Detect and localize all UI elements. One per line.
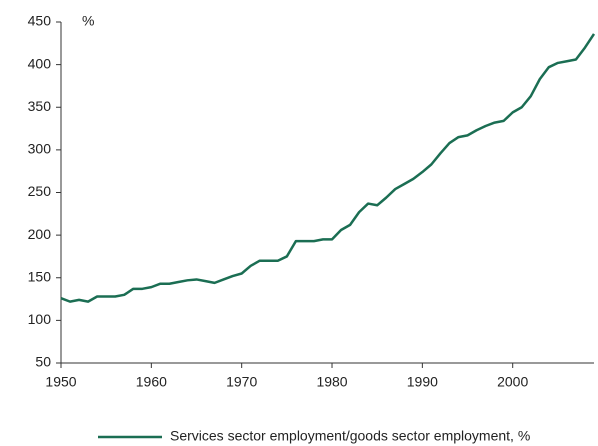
x-tick-label: 1990: [407, 374, 438, 390]
x-tick-label: 1970: [226, 374, 257, 390]
y-tick-label: 400: [28, 55, 52, 71]
x-tick-label: 1950: [45, 374, 76, 390]
x-tick-label: 1980: [316, 374, 347, 390]
x-tick-label: 2000: [497, 374, 528, 390]
y-tick-label: 100: [28, 311, 52, 327]
y-tick-label: 250: [28, 183, 52, 199]
y-tick-label: 200: [28, 226, 52, 242]
y-tick-label: 300: [28, 141, 52, 157]
y-axis-label: %: [82, 13, 94, 29]
y-tick-label: 150: [28, 268, 52, 284]
y-tick-label: 50: [35, 354, 51, 370]
y-tick-label: 350: [28, 98, 52, 114]
series-line: [60, 33, 596, 303]
x-tick-label: 1960: [136, 374, 167, 390]
y-tick-label: 450: [28, 13, 52, 29]
legend-label: Services sector employment/goods sector …: [170, 428, 530, 444]
